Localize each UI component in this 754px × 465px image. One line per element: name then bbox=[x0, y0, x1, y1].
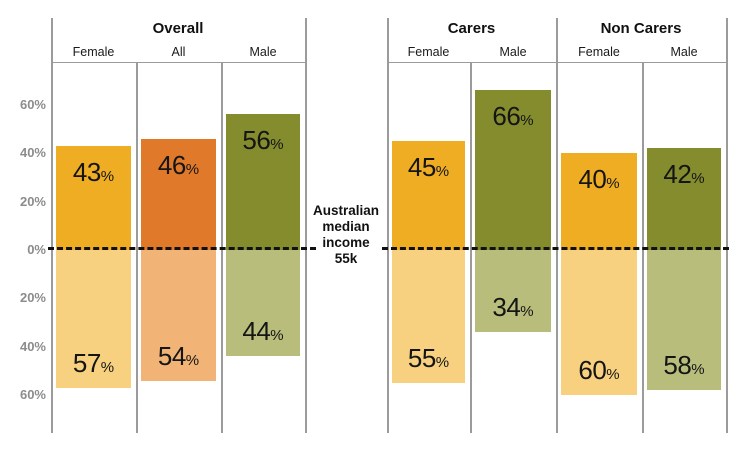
bar-value-label: 57% bbox=[72, 347, 115, 378]
y-tick-label-6: 60% bbox=[19, 387, 46, 403]
median-income-annotation: Australian median income 55k bbox=[312, 203, 380, 266]
bar-overall-male-above: 56% bbox=[226, 114, 300, 250]
bar-value-label: 55% bbox=[407, 343, 450, 374]
bar-carers-male-below: 34% bbox=[475, 250, 551, 333]
y-tick-label-3: 0% bbox=[27, 242, 46, 257]
y-tick-label-5: 40% bbox=[19, 338, 46, 354]
y-tick-label-0: 60% bbox=[19, 96, 46, 112]
group-title-carers: Carers bbox=[447, 20, 496, 37]
bar-overall-male-below: 44% bbox=[226, 250, 300, 357]
y-tick-label-1: 40% bbox=[19, 145, 46, 161]
header-line-carers bbox=[387, 61, 556, 63]
bar-non-carers-female-above: 40% bbox=[561, 153, 637, 250]
panel-border-line-0 bbox=[51, 18, 53, 433]
bar-value-label: 40% bbox=[578, 164, 620, 195]
y-tick-label-4: 20% bbox=[19, 290, 46, 306]
bar-non-carers-male-above: 42% bbox=[647, 148, 721, 250]
bar-overall-female-above: 43% bbox=[56, 145, 131, 250]
column-label-overall-male: Male bbox=[249, 45, 277, 59]
bar-overall-female-below: 57% bbox=[56, 250, 131, 388]
bar-carers-female-above: 45% bbox=[392, 141, 465, 250]
bar-overall-all-below: 54% bbox=[141, 250, 216, 381]
bar-overall-all-above: 46% bbox=[141, 138, 216, 250]
bar-value-label: 34% bbox=[492, 292, 534, 323]
column-label-overall-all: All bbox=[171, 45, 186, 59]
bar-value-label: 45% bbox=[407, 152, 450, 183]
bar-value-label: 60% bbox=[578, 355, 620, 386]
y-tick-label-2: 20% bbox=[19, 193, 46, 209]
column-label-non-carers-female: Female bbox=[578, 45, 620, 59]
bar-value-label: 46% bbox=[157, 149, 200, 180]
group-title-overall: Overall bbox=[152, 20, 204, 37]
bar-non-carers-female-below: 60% bbox=[561, 250, 637, 396]
panel-border-line-1 bbox=[305, 18, 307, 433]
bar-carers-male-above: 66% bbox=[475, 90, 551, 250]
bar-value-label: 66% bbox=[492, 101, 534, 132]
header-line-overall bbox=[51, 61, 305, 63]
bar-value-label: 58% bbox=[663, 350, 705, 381]
column-label-non-carers-male: Male bbox=[670, 45, 698, 59]
median-baseline-dash-1 bbox=[382, 247, 729, 250]
bar-carers-female-below: 55% bbox=[392, 250, 465, 384]
bar-non-carers-male-below: 58% bbox=[647, 250, 721, 391]
column-label-carers-male: Male bbox=[499, 45, 527, 59]
median-baseline-dash-0 bbox=[48, 247, 316, 250]
column-label-overall-female: Female bbox=[72, 45, 115, 59]
bar-value-label: 43% bbox=[72, 156, 115, 187]
header-line-non-carers bbox=[556, 61, 726, 63]
bar-value-label: 56% bbox=[242, 125, 284, 156]
bar-value-label: 54% bbox=[157, 340, 200, 371]
panel-border-line-4 bbox=[726, 18, 728, 433]
panel-border-line-2 bbox=[387, 18, 389, 433]
panel-border-line-3 bbox=[556, 18, 558, 433]
bar-value-label: 42% bbox=[663, 159, 705, 190]
column-label-carers-female: Female bbox=[407, 45, 450, 59]
bar-value-label: 44% bbox=[242, 316, 284, 347]
group-title-non-carers: Non Carers bbox=[600, 20, 682, 37]
